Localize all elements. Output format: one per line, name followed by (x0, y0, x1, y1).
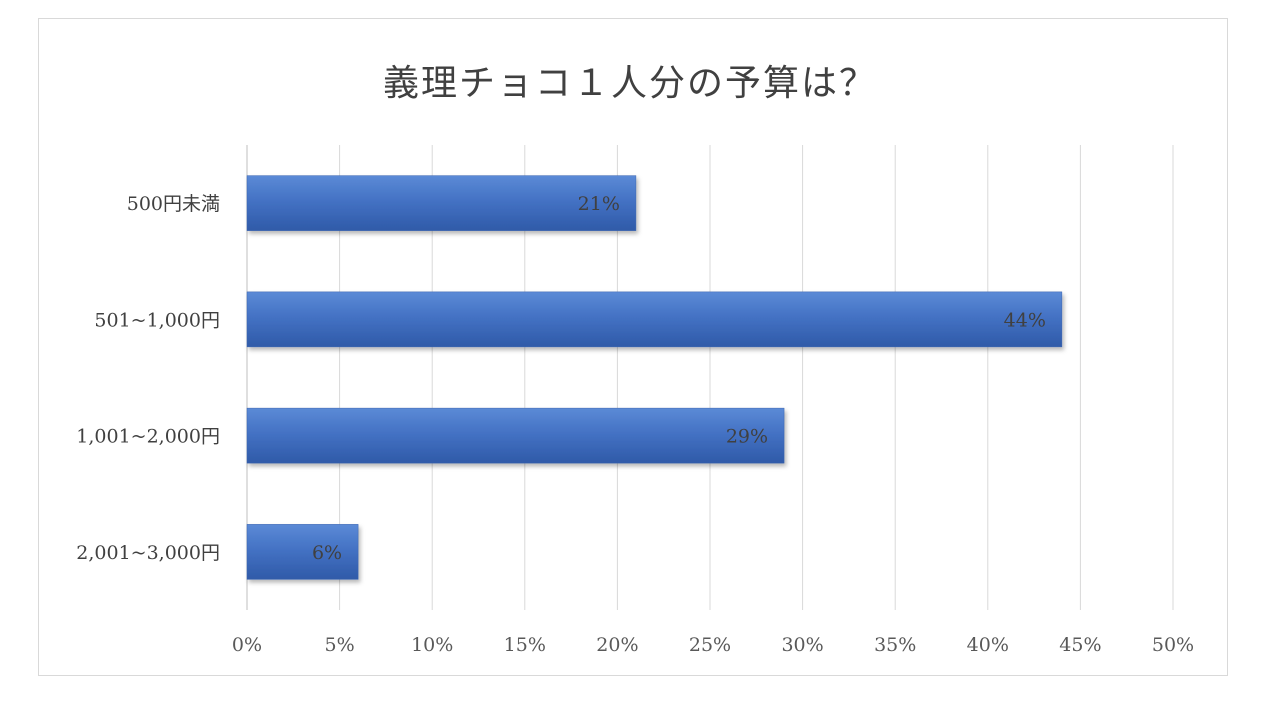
x-tick-label: 25% (689, 634, 731, 656)
data-label: 44% (1004, 309, 1046, 331)
category-label: 500円未満 (127, 193, 220, 215)
x-tick-label: 30% (781, 634, 823, 656)
x-tick-label: 45% (1059, 634, 1101, 656)
category-label: 1,001~2,000円 (76, 426, 220, 448)
chart-title: 義理チョコ１人分の予算は？ (382, 63, 877, 104)
x-tick-label: 0% (232, 634, 262, 656)
bar (246, 291, 1063, 348)
bar (246, 524, 359, 580)
x-tick-label: 50% (1152, 634, 1194, 656)
x-tick-label: 10% (411, 634, 453, 656)
data-label: 6% (312, 542, 342, 564)
x-tick-label: 15% (504, 634, 546, 656)
x-tick-label: 20% (596, 634, 638, 656)
data-label: 21% (578, 193, 620, 215)
x-tick-label: 35% (874, 634, 916, 656)
bar (246, 407, 785, 464)
data-label: 29% (726, 426, 768, 448)
category-label: 501~1,000円 (94, 309, 220, 331)
category-label: 2,001~3,000円 (76, 542, 220, 564)
bar (246, 175, 637, 231)
x-tick-label: 5% (325, 634, 355, 656)
x-tick-label: 40% (967, 634, 1009, 656)
